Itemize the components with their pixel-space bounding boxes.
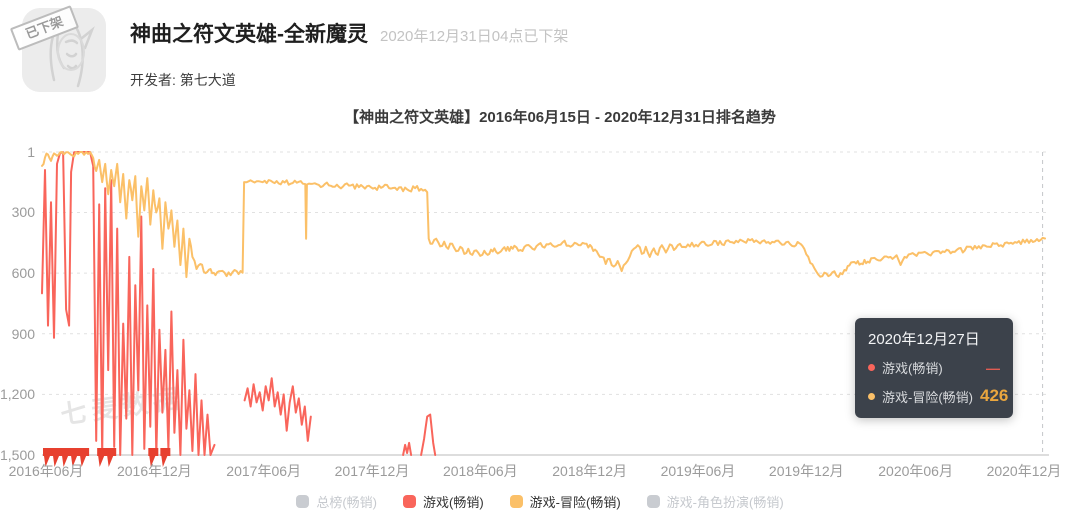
legend-swatch — [296, 495, 310, 508]
y-axis-label: 600 — [11, 265, 35, 282]
legend-label: 游戏-冒险(畅销) — [529, 495, 621, 510]
series-line-game-bestseller — [243, 377, 312, 442]
removal-flag-marker — [61, 448, 72, 467]
tooltip-row-game: 游戏(畅销) — — [868, 358, 1000, 377]
removal-flag-marker — [52, 448, 63, 467]
y-axis-label: 1,500 — [0, 447, 36, 463]
removed-time-text: 2020年12月31日04点已下架 — [380, 28, 569, 45]
x-axis-label: 2017年06月 — [226, 463, 302, 479]
y-axis-label: 300 — [11, 204, 35, 221]
legend-item-active[interactable]: 游戏(畅销) — [403, 492, 484, 511]
legend-swatch — [403, 495, 416, 508]
legend-swatch — [646, 495, 660, 508]
y-axis-label: 1 — [27, 144, 35, 160]
x-axis-label: 2016年12月 — [116, 463, 192, 479]
x-axis-label: 2018年12月 — [552, 463, 627, 479]
app-icon: 已下架 — [9, 5, 106, 92]
series-line-game-adventure-bestseller — [41, 151, 1046, 279]
series-dot-red — [868, 364, 875, 371]
tooltip-date: 2020年12月27日 — [868, 331, 980, 348]
app-title: 神曲之符文英雄-全新魔灵 — [130, 23, 368, 46]
tooltip-series-value: — — [986, 359, 1000, 376]
developer-line: 开发者: 第七大道 — [130, 72, 236, 88]
legend-swatch — [509, 495, 523, 508]
x-axis-label: 2017年12月 — [334, 463, 410, 479]
tooltip-series-value: 426 — [980, 386, 1009, 405]
chart-title: 【神曲之符文英雄】2016年06月15日 - 2020年12月31日排名趋势 — [344, 109, 776, 126]
x-axis-label: 2016年06月 — [8, 463, 84, 479]
y-axis-label: 1,200 — [0, 386, 36, 403]
legend-item-inactive[interactable]: 游戏-角色扮演(畅销) — [646, 492, 784, 511]
x-axis-label: 2020年12月 — [986, 463, 1062, 479]
removal-flag-marker — [160, 448, 171, 467]
y-axis-label: 900 — [11, 325, 35, 342]
removal-flag-marker — [148, 448, 159, 467]
legend-item-inactive[interactable]: 总榜(畅销) — [296, 492, 377, 511]
series-line-game-bestseller — [420, 413, 437, 456]
removal-flag-marker — [106, 448, 117, 467]
legend-label: 总榜(畅销) — [316, 495, 377, 510]
tooltip-series-label: 游戏-冒险(畅销) — [882, 389, 973, 405]
tooltip-row-adventure: 游戏-冒险(畅销) 426 — [868, 386, 1008, 406]
chart-tooltip: 2020年12月27日 游戏(畅销) — 游戏-冒险(畅销) 426 — [855, 318, 1013, 418]
app-title-row: 神曲之符文英雄-全新魔灵 2020年12月31日04点已下架 — [130, 18, 568, 48]
series-line-game-bestseller — [41, 151, 216, 456]
tooltip-series-label: 游戏(畅销) — [882, 361, 943, 376]
chart-legend: 总榜(畅销) 游戏(畅销) 游戏-冒险(畅销) 游戏-角色扮演(畅销) — [0, 492, 1080, 511]
x-axis-label: 2020年06月 — [878, 463, 953, 479]
removal-flag-marker — [43, 448, 54, 467]
x-axis-label: 2019年06月 — [660, 463, 736, 479]
legend-item-active[interactable]: 游戏-冒险(畅销) — [509, 492, 621, 511]
series-dot-orange — [868, 392, 875, 400]
removal-flag-marker — [97, 448, 108, 467]
legend-label: 游戏-角色扮演(畅销) — [666, 495, 784, 510]
series-line-game-bestseller — [402, 441, 413, 456]
removal-flag-marker — [79, 448, 90, 467]
legend-label: 游戏(畅销) — [423, 495, 484, 510]
x-axis-label: 2019年12月 — [768, 463, 844, 479]
x-axis-label: 2018年06月 — [442, 463, 518, 479]
removal-flag-marker — [70, 448, 81, 467]
